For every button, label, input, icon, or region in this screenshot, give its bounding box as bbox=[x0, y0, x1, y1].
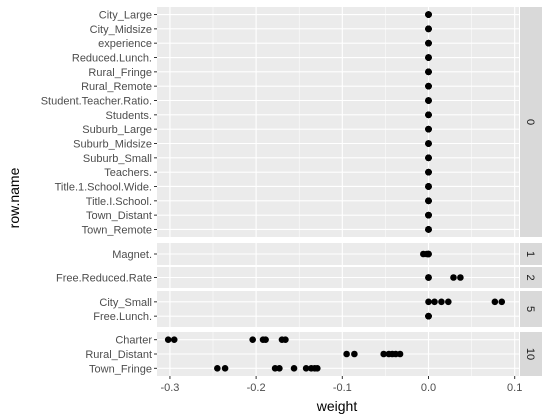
y-tick-label: Town_Distant bbox=[86, 210, 152, 222]
x-tick-label: -0.2 bbox=[247, 382, 266, 394]
y-tick-label: experience bbox=[98, 38, 152, 50]
x-tick-label: 0.1 bbox=[507, 382, 522, 394]
facet-panel-2: Free.Reduced.Rate 2 bbox=[56, 267, 542, 288]
y-tick-label: Reduced.Lunch. bbox=[72, 53, 152, 65]
panels-layer: Town_Remote Town_Distant Title.I.School. Ti… bbox=[41, 7, 542, 376]
data-point bbox=[282, 336, 289, 343]
data-point bbox=[425, 39, 432, 47]
data-point bbox=[425, 298, 432, 306]
data-point bbox=[425, 154, 432, 162]
data-point bbox=[425, 250, 432, 258]
facet-strip-label: 1 bbox=[524, 251, 536, 257]
y-tick-label: Free.Lunch. bbox=[93, 311, 152, 323]
data-point bbox=[457, 274, 464, 281]
data-point bbox=[450, 274, 457, 281]
facet-strip-label: 5 bbox=[524, 306, 536, 312]
data-point bbox=[290, 365, 298, 372]
data-point bbox=[425, 97, 432, 104]
data-point bbox=[425, 226, 432, 233]
data-point bbox=[276, 365, 283, 372]
data-point bbox=[396, 350, 404, 358]
data-point bbox=[425, 183, 432, 190]
data-point bbox=[214, 365, 221, 372]
data-point bbox=[314, 365, 321, 372]
data-point bbox=[425, 211, 432, 219]
facet-strip bbox=[520, 7, 542, 237]
data-point bbox=[425, 168, 432, 176]
facet-strip bbox=[520, 267, 542, 288]
y-tick-label: Charter bbox=[115, 335, 152, 347]
x-tick-label: 0.0 bbox=[421, 382, 436, 394]
data-point bbox=[425, 11, 432, 18]
data-point bbox=[445, 298, 452, 306]
data-point bbox=[438, 298, 445, 306]
data-point bbox=[491, 298, 499, 306]
y-tick-label: Suburb_Large bbox=[82, 124, 152, 136]
facet-strip bbox=[520, 291, 542, 327]
y-tick-label: Rural_Remote bbox=[81, 81, 152, 93]
x-tick-label: -0.1 bbox=[333, 382, 352, 394]
y-tick-label: Teachers. bbox=[104, 167, 152, 179]
facet-strip-label: 2 bbox=[524, 274, 536, 280]
facet-panel-5: Free.Lunch. City_Small 5 bbox=[93, 291, 542, 327]
panel-background bbox=[157, 291, 519, 327]
facet-strip bbox=[520, 243, 542, 265]
facet-strip-label: 0 bbox=[524, 119, 536, 125]
y-tick-label: Students. bbox=[106, 110, 152, 122]
y-tick-label: Town_Remote bbox=[82, 224, 152, 236]
y-tick-label: Student.Teacher.Ratio. bbox=[41, 96, 152, 108]
x-axis: -0.3 -0.2 -0.1 0.0 0.1 bbox=[160, 376, 522, 394]
y-tick-label: Suburb_Small bbox=[83, 153, 152, 165]
y-tick-label: Rural_Fringe bbox=[88, 67, 152, 79]
facet-strip bbox=[520, 332, 542, 376]
y-tick-label: City_Midsize bbox=[90, 24, 152, 36]
y-tick-label: Rural_Distant bbox=[85, 349, 152, 361]
facet-panel-1: Magnet. 1 bbox=[112, 243, 542, 265]
facet-strip-label: 10 bbox=[524, 348, 536, 360]
data-point bbox=[351, 350, 358, 358]
data-point bbox=[425, 274, 432, 281]
y-axis-title: row.name bbox=[6, 167, 22, 228]
data-point bbox=[498, 298, 506, 306]
y-tick-label: Magnet. bbox=[112, 249, 152, 261]
y-tick-label: Title.1.School.Wide. bbox=[55, 181, 152, 193]
data-point bbox=[302, 365, 310, 372]
data-point bbox=[170, 336, 178, 343]
facet-panel-0: Town_Remote Town_Distant Title.I.School. Ti… bbox=[41, 7, 542, 237]
data-point bbox=[425, 68, 432, 76]
data-point bbox=[425, 54, 432, 61]
y-tick-label: Suburb_Midsize bbox=[73, 138, 152, 150]
facet-panel-10: Town_Fringe Rural_Distant Charter 10 bbox=[85, 332, 542, 376]
y-tick-label: City_Large bbox=[99, 10, 152, 22]
data-point bbox=[425, 125, 432, 133]
panel-background bbox=[157, 7, 519, 237]
y-tick-label: City_Small bbox=[99, 297, 152, 309]
data-point bbox=[249, 336, 256, 343]
data-point bbox=[221, 365, 229, 372]
data-point bbox=[343, 350, 350, 358]
data-point bbox=[431, 298, 438, 306]
data-point bbox=[425, 25, 432, 33]
x-axis-title: weight bbox=[316, 398, 358, 414]
data-point bbox=[425, 312, 432, 320]
data-point bbox=[425, 140, 432, 147]
data-point bbox=[425, 197, 432, 205]
data-point bbox=[425, 111, 432, 119]
data-point bbox=[262, 336, 269, 343]
data-point bbox=[380, 350, 387, 358]
y-tick-label: Free.Reduced.Rate bbox=[56, 273, 152, 285]
data-point bbox=[425, 82, 432, 90]
y-tick-label: Title.I.School. bbox=[86, 196, 152, 208]
y-tick-label: Town_Fringe bbox=[89, 363, 152, 375]
data-point bbox=[164, 336, 172, 343]
x-tick-label: -0.3 bbox=[160, 382, 179, 394]
